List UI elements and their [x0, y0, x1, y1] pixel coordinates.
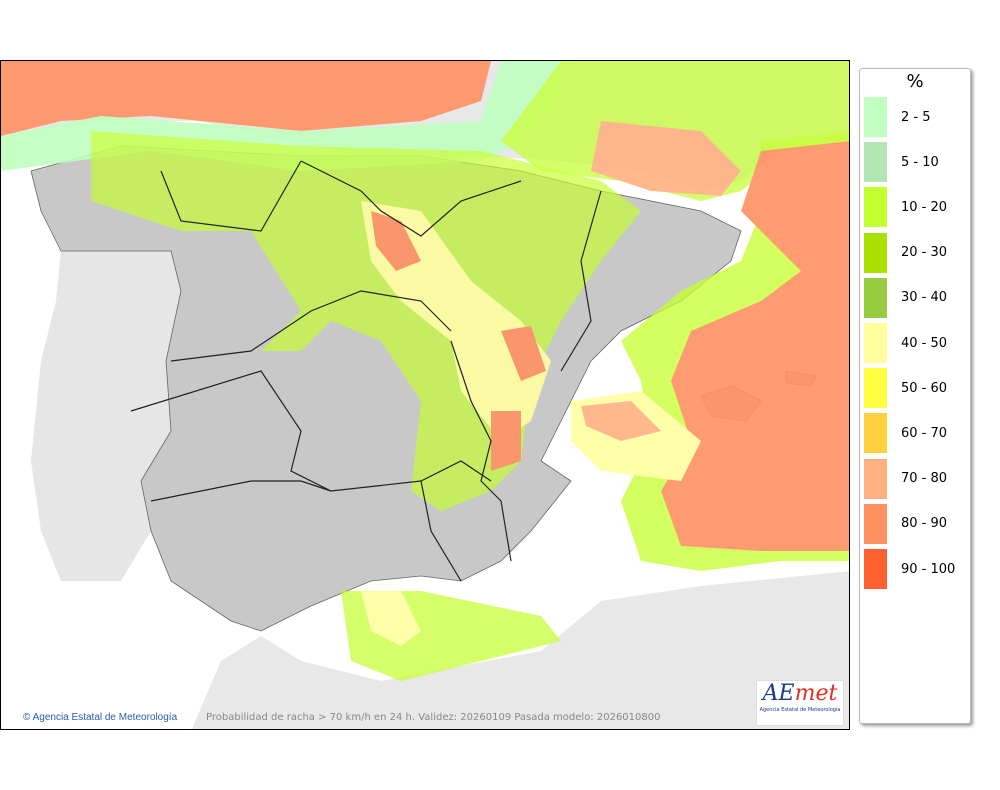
- field-maestrazgo: [501, 326, 546, 381]
- legend-swatch: [864, 413, 887, 454]
- legend-swatch: [864, 458, 887, 499]
- legend-swatch: [864, 187, 887, 228]
- legend-label: 80 - 90: [901, 516, 948, 532]
- legend-item: 90 - 100: [864, 548, 955, 590]
- legend-label: 10 - 20: [901, 199, 948, 215]
- legend-swatch: [864, 549, 887, 589]
- legend-swatch: [864, 142, 887, 183]
- region-borders: [130, 160, 602, 582]
- africa-land: [191, 571, 849, 729]
- aemet-logo: AEmet Agencia Estatal de Meteorología: [756, 680, 844, 726]
- legend-label: 90 - 100: [901, 561, 956, 577]
- legend-item: 2 - 5: [864, 96, 931, 138]
- field-east-sea-high: [661, 141, 849, 551]
- legend-item: 70 - 80: [864, 458, 947, 500]
- agency-credit: © Agencia Estatal de Meteorología: [23, 712, 178, 723]
- field-balearic-sea-high: [581, 401, 661, 441]
- legend-item: 50 - 60: [864, 367, 947, 409]
- legend-swatch: [864, 232, 887, 273]
- legend-item: 30 - 40: [864, 277, 947, 319]
- probability-map: © Agencia Estatal de Meteorología Probab…: [0, 60, 850, 730]
- legend-swatch: [864, 277, 887, 318]
- legend-item: 10 - 20: [864, 186, 947, 228]
- legend-label: 5 - 10: [901, 154, 939, 170]
- legend-item: 5 - 10: [864, 141, 939, 183]
- legend: % 2 - 5 5 - 10 10 - 20 20 - 30 30 - 40 40 - 5…: [859, 68, 971, 724]
- map-canvas: [1, 61, 849, 729]
- legend-item: 80 - 90: [864, 503, 947, 545]
- legend-unit: %: [906, 71, 924, 92]
- field-gulf-lion: [591, 121, 741, 196]
- legend-label: 50 - 60: [901, 380, 948, 396]
- legend-swatch: [864, 368, 887, 409]
- field-valencia: [491, 411, 521, 471]
- legend-label: 20 - 30: [901, 245, 948, 261]
- copyright-icon: ©: [23, 712, 31, 723]
- legend-label: 60 - 70: [901, 425, 948, 441]
- legend-swatch: [864, 97, 887, 137]
- map-caption: Probabilidad de racha > 70 km/h en 24 h.…: [206, 712, 661, 723]
- legend-label: 2 - 5: [901, 109, 931, 125]
- field-north-atlantic: [1, 61, 491, 136]
- field-iberian-core: [371, 211, 421, 271]
- legend-label: 70 - 80: [901, 471, 948, 487]
- portugal-land: [31, 251, 181, 581]
- legend-item: 60 - 70: [864, 412, 947, 454]
- legend-swatch: [864, 503, 887, 544]
- legend-label: 30 - 40: [901, 290, 948, 306]
- legend-item: 40 - 50: [864, 322, 947, 364]
- legend-swatch: [864, 323, 887, 363]
- field-alboran-high: [361, 591, 421, 646]
- legend-label: 40 - 50: [901, 335, 948, 351]
- legend-item: 20 - 30: [864, 232, 947, 274]
- probability-fields: [1, 61, 849, 681]
